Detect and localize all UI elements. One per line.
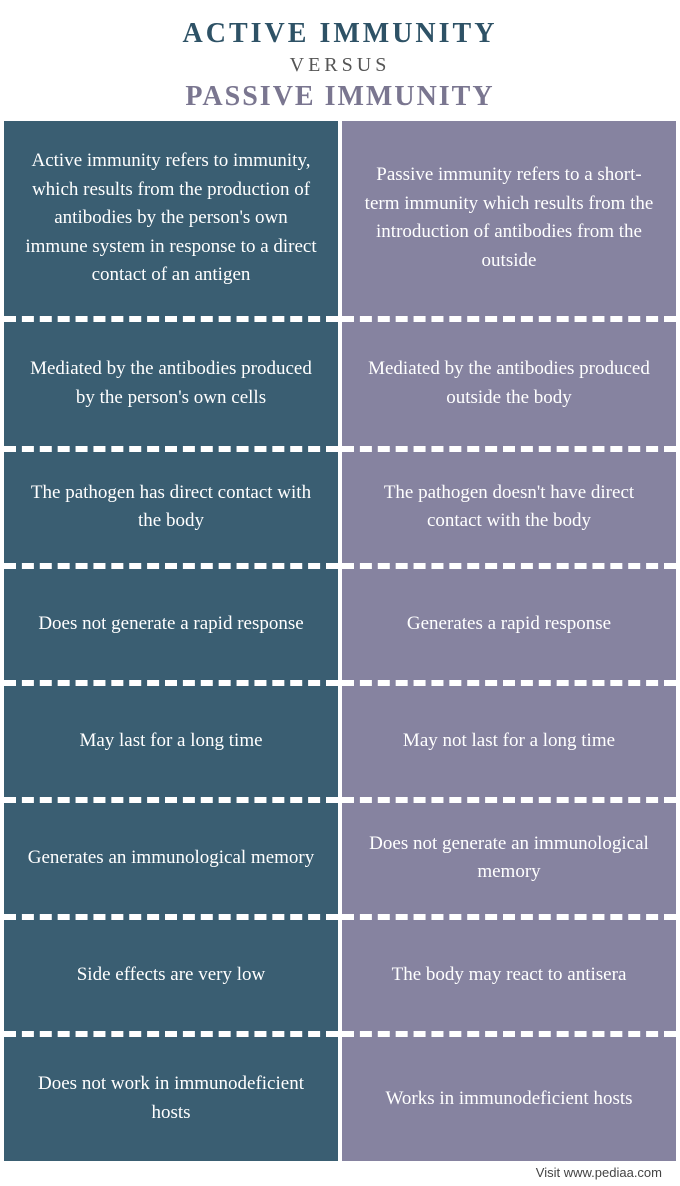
title-passive: PASSIVE IMMUNITY	[0, 81, 680, 113]
comparison-table: Active immunity refers to immunity, whic…	[4, 121, 676, 1161]
passive-immunity-column: Passive immunity refers to a short-term …	[342, 121, 676, 1161]
title-active: ACTIVE IMMUNITY	[0, 18, 680, 50]
table-cell: The body may react to antisera	[342, 920, 676, 1037]
header: ACTIVE IMMUNITY VERSUS PASSIVE IMMUNITY	[0, 0, 680, 121]
table-cell: Side effects are very low	[4, 920, 338, 1037]
table-cell: The pathogen doesn't have direct contact…	[342, 452, 676, 569]
table-cell: Works in immunodeficient hosts	[342, 1037, 676, 1161]
table-cell: May not last for a long time	[342, 686, 676, 803]
table-cell: The pathogen has direct contact with the…	[4, 452, 338, 569]
table-cell: Generates a rapid response	[342, 569, 676, 686]
table-cell: Active immunity refers to immunity, whic…	[4, 121, 338, 322]
table-cell: Passive immunity refers to a short-term …	[342, 121, 676, 322]
table-cell: Mediated by the antibodies produced by t…	[4, 322, 338, 452]
active-immunity-column: Active immunity refers to immunity, whic…	[4, 121, 338, 1161]
table-cell: Mediated by the antibodies produced outs…	[342, 322, 676, 452]
table-cell: Does not generate a rapid response	[4, 569, 338, 686]
table-cell: Generates an immunological memory	[4, 803, 338, 920]
table-cell: Does not generate an immunological memor…	[342, 803, 676, 920]
title-versus: VERSUS	[0, 54, 680, 77]
table-cell: May last for a long time	[4, 686, 338, 803]
footer-credit: Visit www.pediaa.com	[0, 1161, 680, 1186]
table-cell: Does not work in immunodeficient hosts	[4, 1037, 338, 1161]
